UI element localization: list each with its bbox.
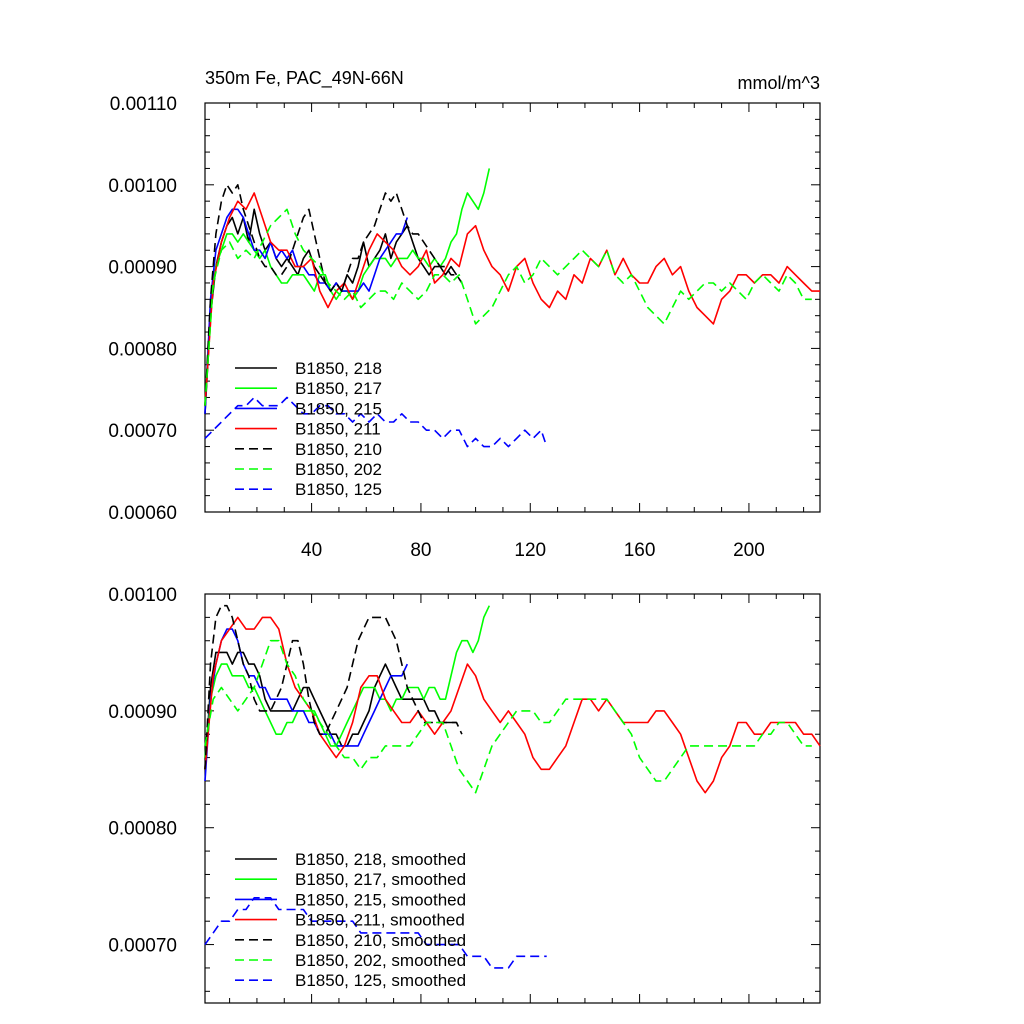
y-tick-label: 0.00080 bbox=[108, 819, 177, 840]
legend-label: B1850, 211, smoothed bbox=[295, 911, 465, 930]
y-tick-label: 0.00100 bbox=[108, 585, 177, 606]
y-tick-label: 0.00110 bbox=[110, 94, 177, 115]
bottom-panel: 0.00070 0.00080 0.00090 0.00100 B1850, 218, … bbox=[108, 585, 821, 1004]
series-line bbox=[204, 192, 820, 406]
legend-label: B1850, 202, smoothed bbox=[295, 951, 466, 970]
legend-label: B1850, 218, smoothed bbox=[295, 850, 466, 869]
series-line bbox=[204, 208, 409, 414]
top-panel: 0.00060 0.00070 0.00080 0.00090 0.00100 0.001… bbox=[108, 94, 821, 561]
legend-label: B1850, 217 bbox=[295, 379, 382, 398]
legend-label: B1850, 125, smoothed bbox=[295, 971, 466, 990]
chart-title: 350m Fe, PAC_49N-66N bbox=[205, 68, 404, 89]
y-tick-label: 0.00100 bbox=[108, 176, 177, 197]
plot-frame bbox=[204, 102, 821, 513]
legend-label: B1850, 210 bbox=[295, 440, 382, 459]
series-line bbox=[204, 896, 547, 969]
y-tick-label: 0.00060 bbox=[108, 503, 177, 524]
series-line bbox=[204, 605, 491, 758]
series-line bbox=[204, 396, 548, 448]
series-line bbox=[204, 184, 463, 406]
x-tick-label: 80 bbox=[410, 540, 431, 561]
legend-label: B1850, 217, smoothed bbox=[295, 870, 466, 889]
series-line bbox=[204, 639, 812, 794]
y-tick-label: 0.00090 bbox=[108, 258, 177, 279]
legend-label: B1850, 218 bbox=[295, 359, 382, 378]
legend-label: B1850, 202 bbox=[295, 460, 382, 479]
y-tick-label: 0.00090 bbox=[108, 702, 177, 723]
x-tick-label: 200 bbox=[733, 540, 765, 561]
units-label: mmol/m^3 bbox=[738, 73, 820, 93]
y-tick-label: 0.00080 bbox=[108, 339, 177, 360]
legend-label: B1850, 215 bbox=[295, 399, 382, 418]
x-tick-label: 160 bbox=[624, 540, 656, 561]
x-tick-label: 40 bbox=[301, 540, 322, 561]
legend-label: B1850, 210, smoothed bbox=[295, 931, 466, 950]
x-tick-label: 120 bbox=[514, 540, 546, 561]
y-tick-label: 0.00070 bbox=[108, 936, 177, 957]
legend-label: B1850, 211 bbox=[295, 420, 381, 439]
y-tick-label: 0.00070 bbox=[108, 421, 177, 442]
legend-label: B1850, 125 bbox=[295, 480, 382, 499]
series-line bbox=[204, 604, 463, 770]
plot-frame bbox=[204, 593, 821, 1004]
series-line bbox=[204, 208, 812, 406]
legend-label: B1850, 215, smoothed bbox=[295, 890, 466, 909]
